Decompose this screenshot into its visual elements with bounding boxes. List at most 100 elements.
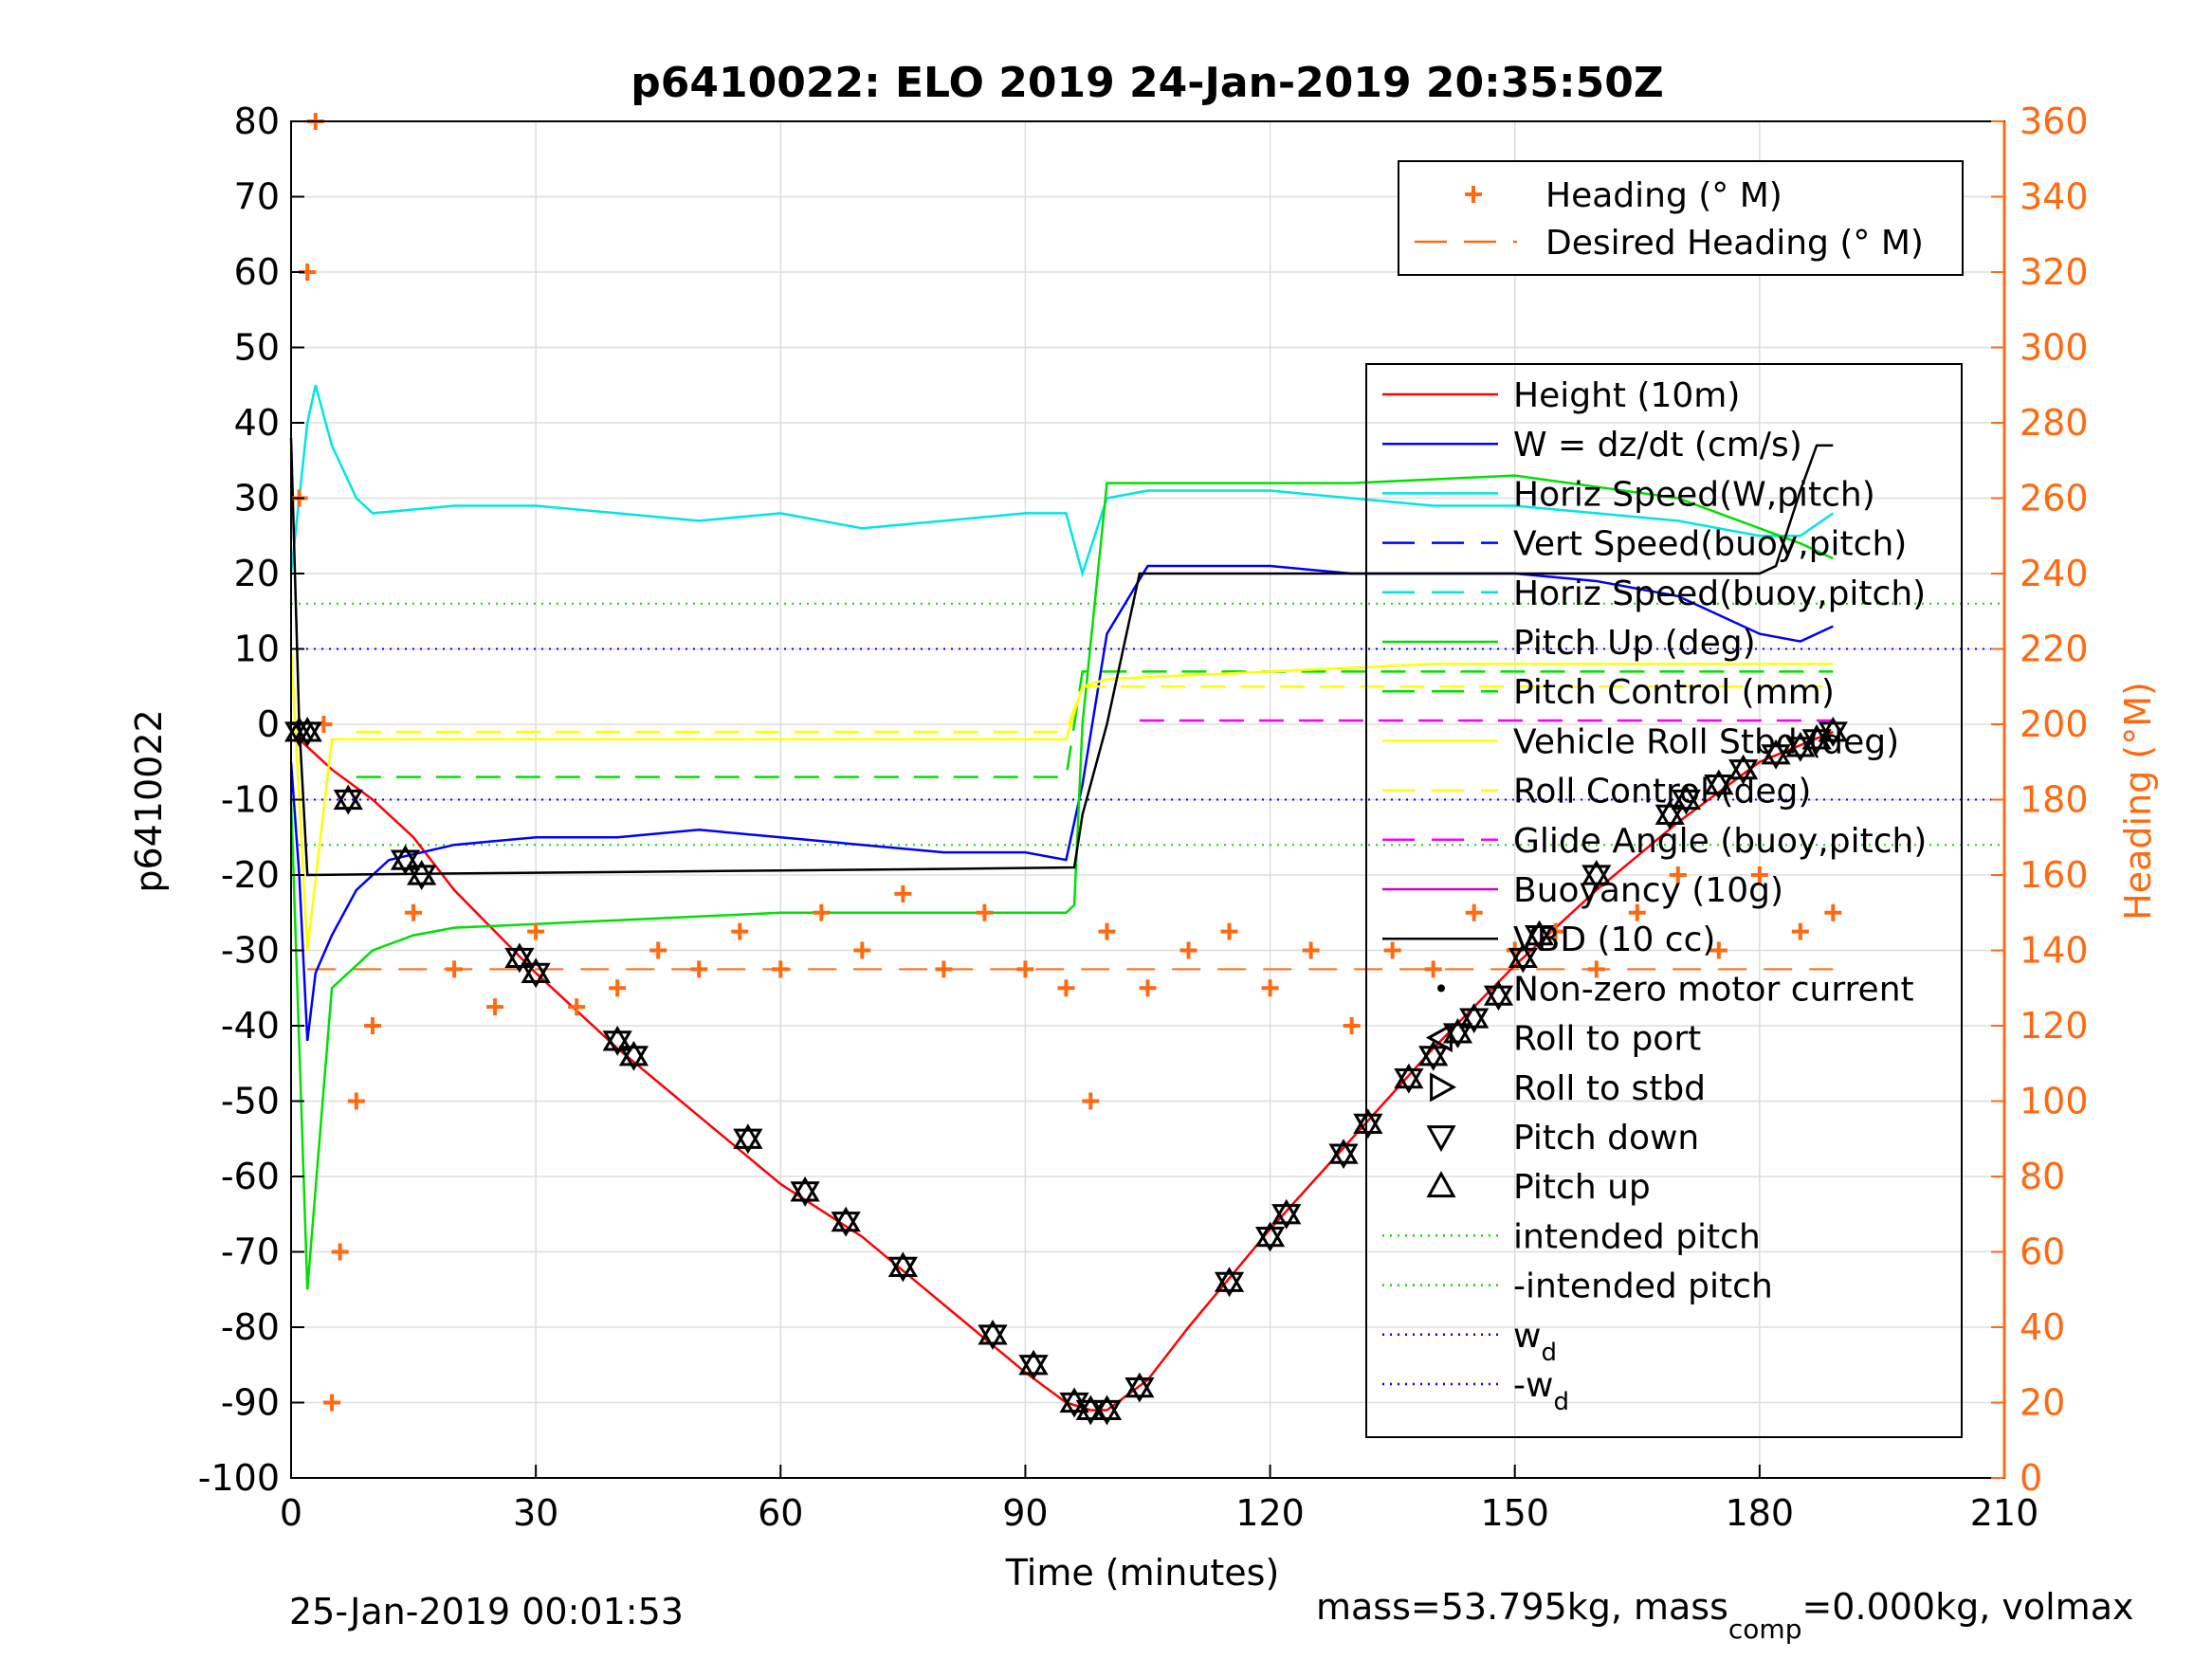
heading-marker: [894, 884, 912, 902]
pitch-up-marker: [390, 845, 421, 870]
x-axis-label: Time (minutes): [1005, 1552, 1280, 1594]
y2-tick-label: 200: [2020, 703, 2089, 745]
heading-marker: [1383, 941, 1401, 959]
legend-main-label: Roll Control (deg): [1513, 773, 1811, 811]
plot-area: [283, 113, 2004, 1426]
legend-main-label-subscript: d: [1553, 1388, 1569, 1416]
pitch-up-marker: [618, 1040, 649, 1066]
legend-main-label-text: Horiz Speed(buoy,pitch): [1513, 574, 1926, 613]
heading-marker: [486, 998, 504, 1016]
series-pitch-up-deg: [289, 474, 1834, 1290]
legend-main-swatch: [1426, 1125, 1456, 1153]
y-tick-label: -20: [221, 854, 280, 896]
legend-main-label-text: Vert Speed(buoy,pitch): [1513, 525, 1907, 564]
y-tick-label: -30: [221, 930, 280, 972]
y-tick-label: -10: [221, 779, 280, 821]
y2-tick-label: 280: [2020, 402, 2089, 444]
x-tick-label: 0: [280, 1492, 302, 1534]
legend-main-label: Vehicle Roll Stbd (deg): [1513, 722, 1899, 761]
legend-main-label: wd: [1513, 1317, 1557, 1367]
pitch-down-marker: [1075, 1399, 1106, 1426]
pitch-up-marker: [1581, 860, 1612, 885]
footer-mass-a: mass=53.795kg, mass: [1316, 1586, 1728, 1628]
y2-tick-label: 220: [2020, 629, 2089, 670]
pitch-down-marker: [333, 789, 363, 815]
legend-main-label: intended pitch: [1513, 1217, 1761, 1256]
legend-main-label: -intended pitch: [1513, 1267, 1773, 1306]
heading-marker: [1669, 866, 1687, 884]
pitch-up-marker: [1704, 769, 1734, 795]
y-tick-label: 20: [234, 553, 280, 594]
pitch-up-marker: [407, 860, 437, 885]
legend-main: Height (10m) W = dz/dt (cm/s) Horiz Speed(…: [1365, 363, 1963, 1438]
heading-marker: [1302, 941, 1320, 959]
pitch-down-marker: [1671, 789, 1702, 815]
pitch-up-marker: [602, 1025, 632, 1051]
heading-marker: [1465, 903, 1483, 921]
pitch-up-marker: [1091, 1395, 1123, 1421]
y2-tick-label: 60: [2020, 1231, 2065, 1273]
legend-main-label: Horiz Speed(buoy,pitch): [1513, 574, 1926, 613]
x-tick-label: 30: [513, 1492, 558, 1534]
pitch-up-marker: [1124, 1372, 1155, 1398]
heading-marker: [347, 1092, 365, 1110]
y-tick-label: -40: [221, 1005, 280, 1047]
pitch-down-marker: [1654, 804, 1685, 830]
pitch-down-marker: [1328, 1143, 1359, 1170]
heading-marker: [1343, 1017, 1361, 1034]
footer-mass-sub: comp: [1728, 1613, 1802, 1645]
y-tick-label: 0: [257, 703, 280, 745]
y2-tick-label: 360: [2020, 100, 2089, 142]
heading-marker: [731, 922, 749, 940]
footer-mass-b: =0.000kg, volmax: [1801, 1586, 2133, 1628]
pitch-down-marker: [1124, 1377, 1155, 1403]
y2-axis-label: Heading (°M): [2117, 682, 2159, 921]
y-tick-label: 70: [234, 176, 280, 218]
heading-marker: [609, 979, 627, 997]
pitch-up-marker: [1483, 980, 1514, 1006]
pitch-down-marker: [1761, 744, 1791, 770]
y-tick-label: 80: [234, 100, 280, 142]
pitch-down-marker: [292, 721, 322, 747]
pitch-up-marker: [1761, 738, 1791, 765]
legend-main-label: Roll to stbd: [1513, 1069, 1706, 1108]
pitch-up-marker: [1524, 920, 1555, 946]
y-tick-label: -90: [221, 1382, 280, 1424]
pitch-up-marker: [1394, 1063, 1424, 1089]
y-tick-label: -60: [221, 1156, 280, 1197]
legend-main-label-text: w: [1513, 1317, 1541, 1356]
legend-main-box: [1365, 363, 1963, 1438]
legend-main-label: Pitch Control (mm): [1513, 673, 1835, 712]
legend-main-label-text: Pitch Up (deg): [1513, 624, 1756, 663]
pitch-down-marker: [1394, 1068, 1424, 1094]
pitch-down-marker: [407, 865, 437, 890]
y2-tick-label: 20: [2020, 1382, 2065, 1424]
legend-main-label: Horiz Speed(W,pitch): [1513, 475, 1875, 514]
y-tick-label: -70: [221, 1231, 280, 1273]
x-tick-label: 150: [1480, 1492, 1549, 1534]
legend-heading-label: Heading (° M): [1545, 176, 1782, 215]
heading-marker: [446, 960, 464, 978]
y2-tick-label: 100: [2020, 1081, 2089, 1122]
pitch-down-marker: [1271, 1204, 1302, 1230]
y2-tick-label: 120: [2020, 1005, 2089, 1047]
y2-tick-label: 40: [2020, 1306, 2065, 1348]
pitch-down-marker: [1581, 865, 1612, 890]
legend-main-swatch: [1425, 1023, 1453, 1053]
x-tick-label: 180: [1726, 1492, 1795, 1534]
heading-marker: [1261, 979, 1279, 997]
legend-main-label-text: Roll Control (deg): [1513, 773, 1811, 811]
y-tick-label: -100: [198, 1457, 280, 1499]
legend-main-label-text: Roll to port: [1513, 1020, 1701, 1059]
legend-main-swatch: [1426, 1171, 1456, 1198]
heading-marker: [405, 903, 423, 921]
heading-marker: [1587, 960, 1605, 978]
legend-main-label-text: Vehicle Roll Stbd (deg): [1513, 722, 1899, 761]
pitch-down-marker: [521, 962, 551, 989]
legend-main-label-text: VBD (10 cc): [1513, 921, 1715, 959]
y2-tick-label: 320: [2020, 251, 2089, 293]
legend-main-label: Height (10m): [1513, 376, 1740, 415]
legend-heading-swatch: [1465, 186, 1482, 203]
heading-marker: [813, 903, 831, 921]
